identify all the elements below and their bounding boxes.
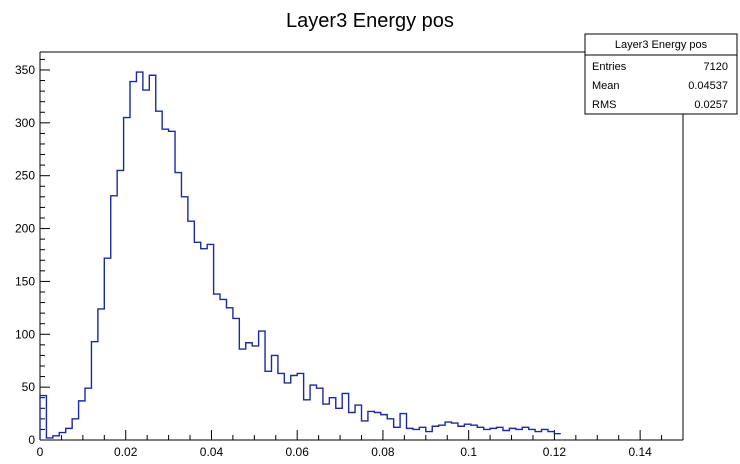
stats-rms-label: RMS xyxy=(592,99,616,111)
y-tick-label: 200 xyxy=(15,222,35,236)
x-tick-label: 0.12 xyxy=(543,445,567,459)
chart-title: Layer3 Energy pos xyxy=(286,10,454,32)
x-tick-label: 0.08 xyxy=(371,445,395,459)
stats-box-title: Layer3 Energy pos xyxy=(615,39,708,51)
stats-box: Layer3 Energy pos Entries 7120 Mean 0.04… xyxy=(584,33,738,115)
x-axis: 0 0.02 0.04 0.06 0.08 0.1 0.12 0.14 xyxy=(37,430,663,459)
y-tick-label: 100 xyxy=(15,327,35,341)
y-tick-label: 350 xyxy=(15,63,35,77)
x-tick-label: 0.02 xyxy=(114,445,138,459)
stats-mean-label: Mean xyxy=(592,80,620,92)
stats-rms-value: 0.0257 xyxy=(694,99,728,111)
x-tick-label: 0.14 xyxy=(628,445,652,459)
x-tick-label: 0.04 xyxy=(200,445,224,459)
y-tick-label: 300 xyxy=(15,116,35,130)
stats-box-frame xyxy=(584,33,738,115)
y-axis: 0 50 100 150 200 250 300 350 xyxy=(15,58,50,447)
x-tick-label: 0 xyxy=(37,445,44,459)
stats-mean-value: 0.04537 xyxy=(688,80,728,92)
stats-entries-value: 7120 xyxy=(704,61,728,73)
y-tick-label: 50 xyxy=(22,380,36,394)
y-tick-label: 250 xyxy=(15,169,35,183)
x-tick-label: 0.1 xyxy=(460,445,477,459)
stats-entries-label: Entries xyxy=(592,61,627,73)
histogram-series xyxy=(39,71,561,440)
x-tick-label: 0.06 xyxy=(286,445,310,459)
y-tick-label: 0 xyxy=(28,433,35,447)
y-tick-label: 150 xyxy=(15,274,35,288)
